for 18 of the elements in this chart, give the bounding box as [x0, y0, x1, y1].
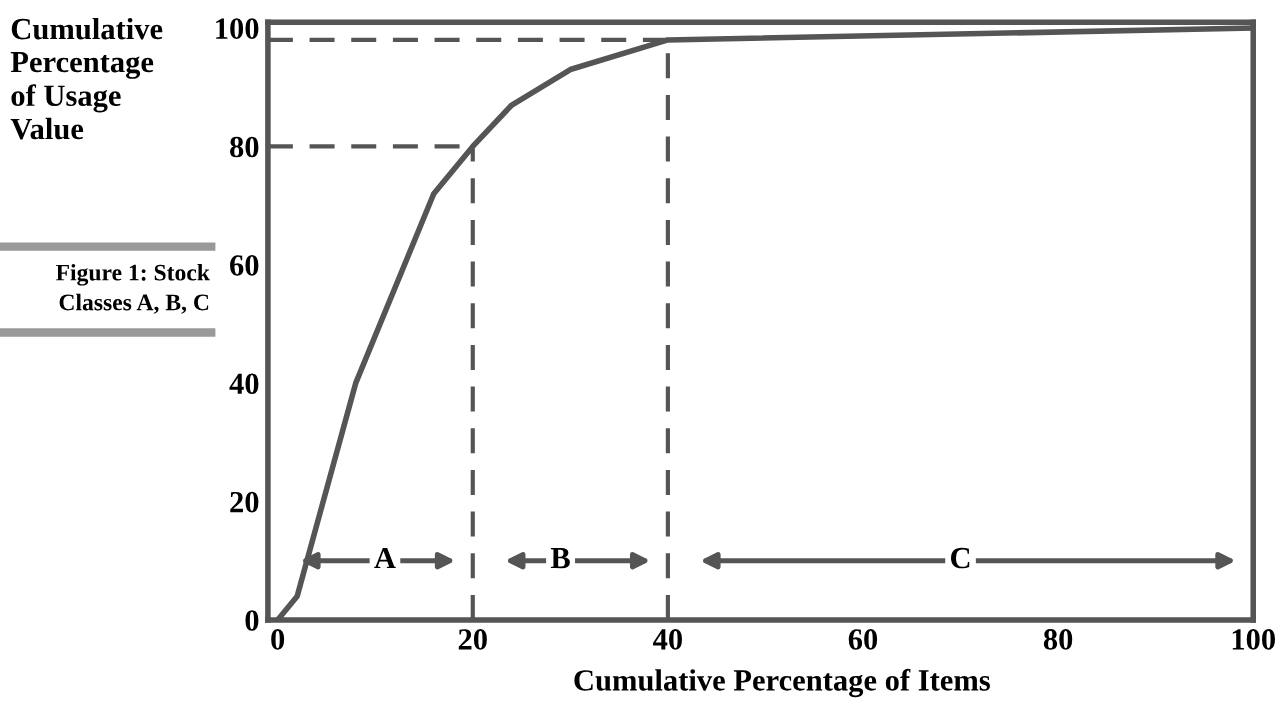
y-tick-label: 40 — [229, 373, 259, 395]
y-tick-label: 100 — [216, 18, 259, 39]
x-tick-label: 0 — [271, 629, 285, 650]
x-tick-label: 80 — [1043, 629, 1073, 650]
x-tick-label: 20 — [458, 629, 487, 650]
y-tick-label: 0 — [245, 610, 259, 631]
x-tick-label: 40 — [653, 629, 682, 650]
y-tick-label: 60 — [230, 255, 259, 276]
annotation: B — [550, 548, 570, 569]
x-tick-label: 60 — [848, 629, 878, 650]
x-axis-title: Cumulative Percentage of Items — [574, 668, 990, 698]
x-tick-label: 100 — [1232, 629, 1275, 650]
text: Figure 1: Stock Classes A, B, C — [56, 263, 210, 314]
y-tick-label: 80 — [230, 136, 259, 158]
y-axis-title: Cumulative Percentage of Usage Value — [10, 17, 163, 140]
annotation: C — [951, 547, 970, 569]
annotation: A — [374, 547, 396, 569]
y-tick-label: 20 — [230, 491, 259, 513]
